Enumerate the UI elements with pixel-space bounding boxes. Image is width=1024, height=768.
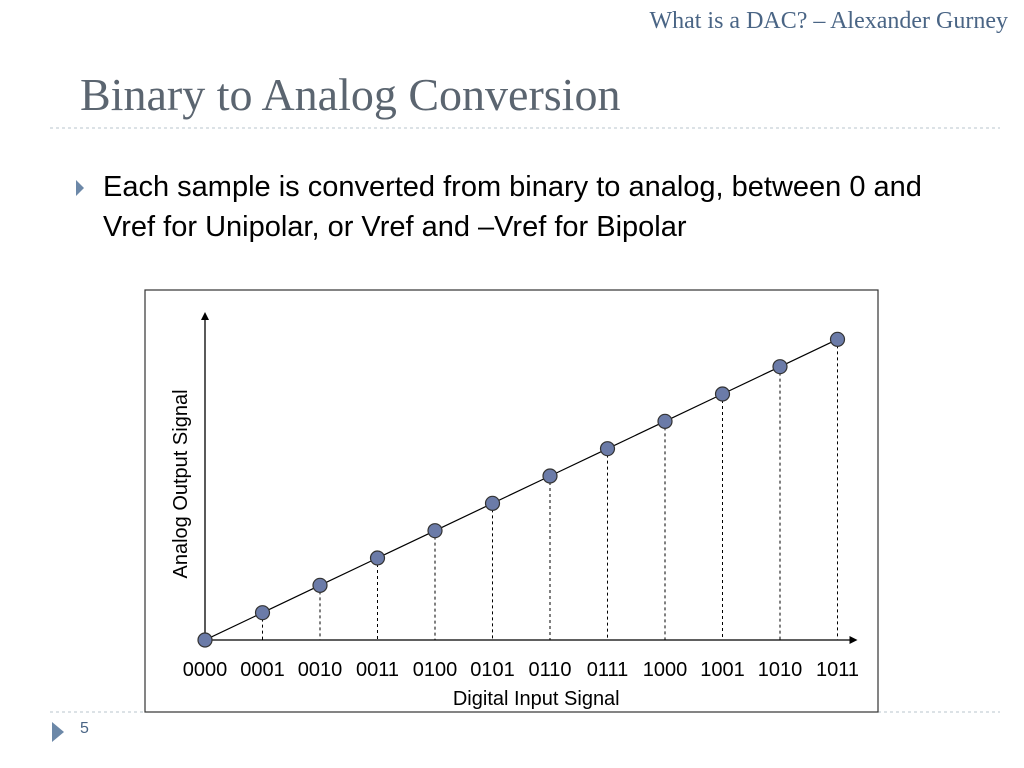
data-point — [772, 359, 788, 375]
x-tick-label: 1011 — [816, 659, 859, 681]
data-point — [484, 495, 501, 511]
series-line — [204, 338, 838, 641]
x-tick-label: 0000 — [183, 659, 228, 681]
data-point — [312, 577, 328, 593]
x-tick-label: 0010 — [298, 659, 343, 681]
y-axis-label: Analog Output Signal — [170, 389, 192, 578]
data-point — [714, 386, 731, 402]
data-point — [542, 468, 558, 484]
x-tick-label: 0001 — [240, 659, 285, 681]
page-number: 5 — [80, 720, 89, 737]
x-axis-arrow — [849, 636, 858, 644]
chart: Analog Output Signal Digital Input Signal… — [170, 312, 859, 710]
header-source: What is a DAC? – Alexander Gurney — [649, 8, 1008, 34]
x-tick-label: 1000 — [643, 659, 688, 681]
data-point — [369, 550, 386, 566]
bullet-text: Each sample is converted from binary to … — [103, 171, 922, 243]
x-tick-label: 0111 — [587, 659, 629, 681]
bullet-icon — [76, 180, 84, 196]
data-point — [829, 331, 846, 347]
chart-frame — [144, 289, 879, 713]
x-tick-label: 1001 — [700, 659, 745, 681]
x-tick-label: 0100 — [413, 659, 458, 681]
y-axis-arrow — [201, 312, 209, 320]
x-tick-label: 0101 — [470, 659, 515, 681]
data-point — [254, 605, 271, 621]
x-tick-label: 0011 — [356, 659, 399, 681]
data-point — [599, 441, 616, 457]
data-point — [427, 523, 443, 539]
footer-icon — [52, 722, 64, 742]
x-tick-label: 0110 — [528, 659, 571, 681]
slide-title: Binary to Analog Conversion — [80, 69, 621, 120]
data-point — [657, 413, 673, 429]
data-point — [197, 632, 213, 648]
x-tick-label: 1010 — [758, 659, 803, 681]
x-axis-label: Digital Input Signal — [453, 688, 620, 710]
